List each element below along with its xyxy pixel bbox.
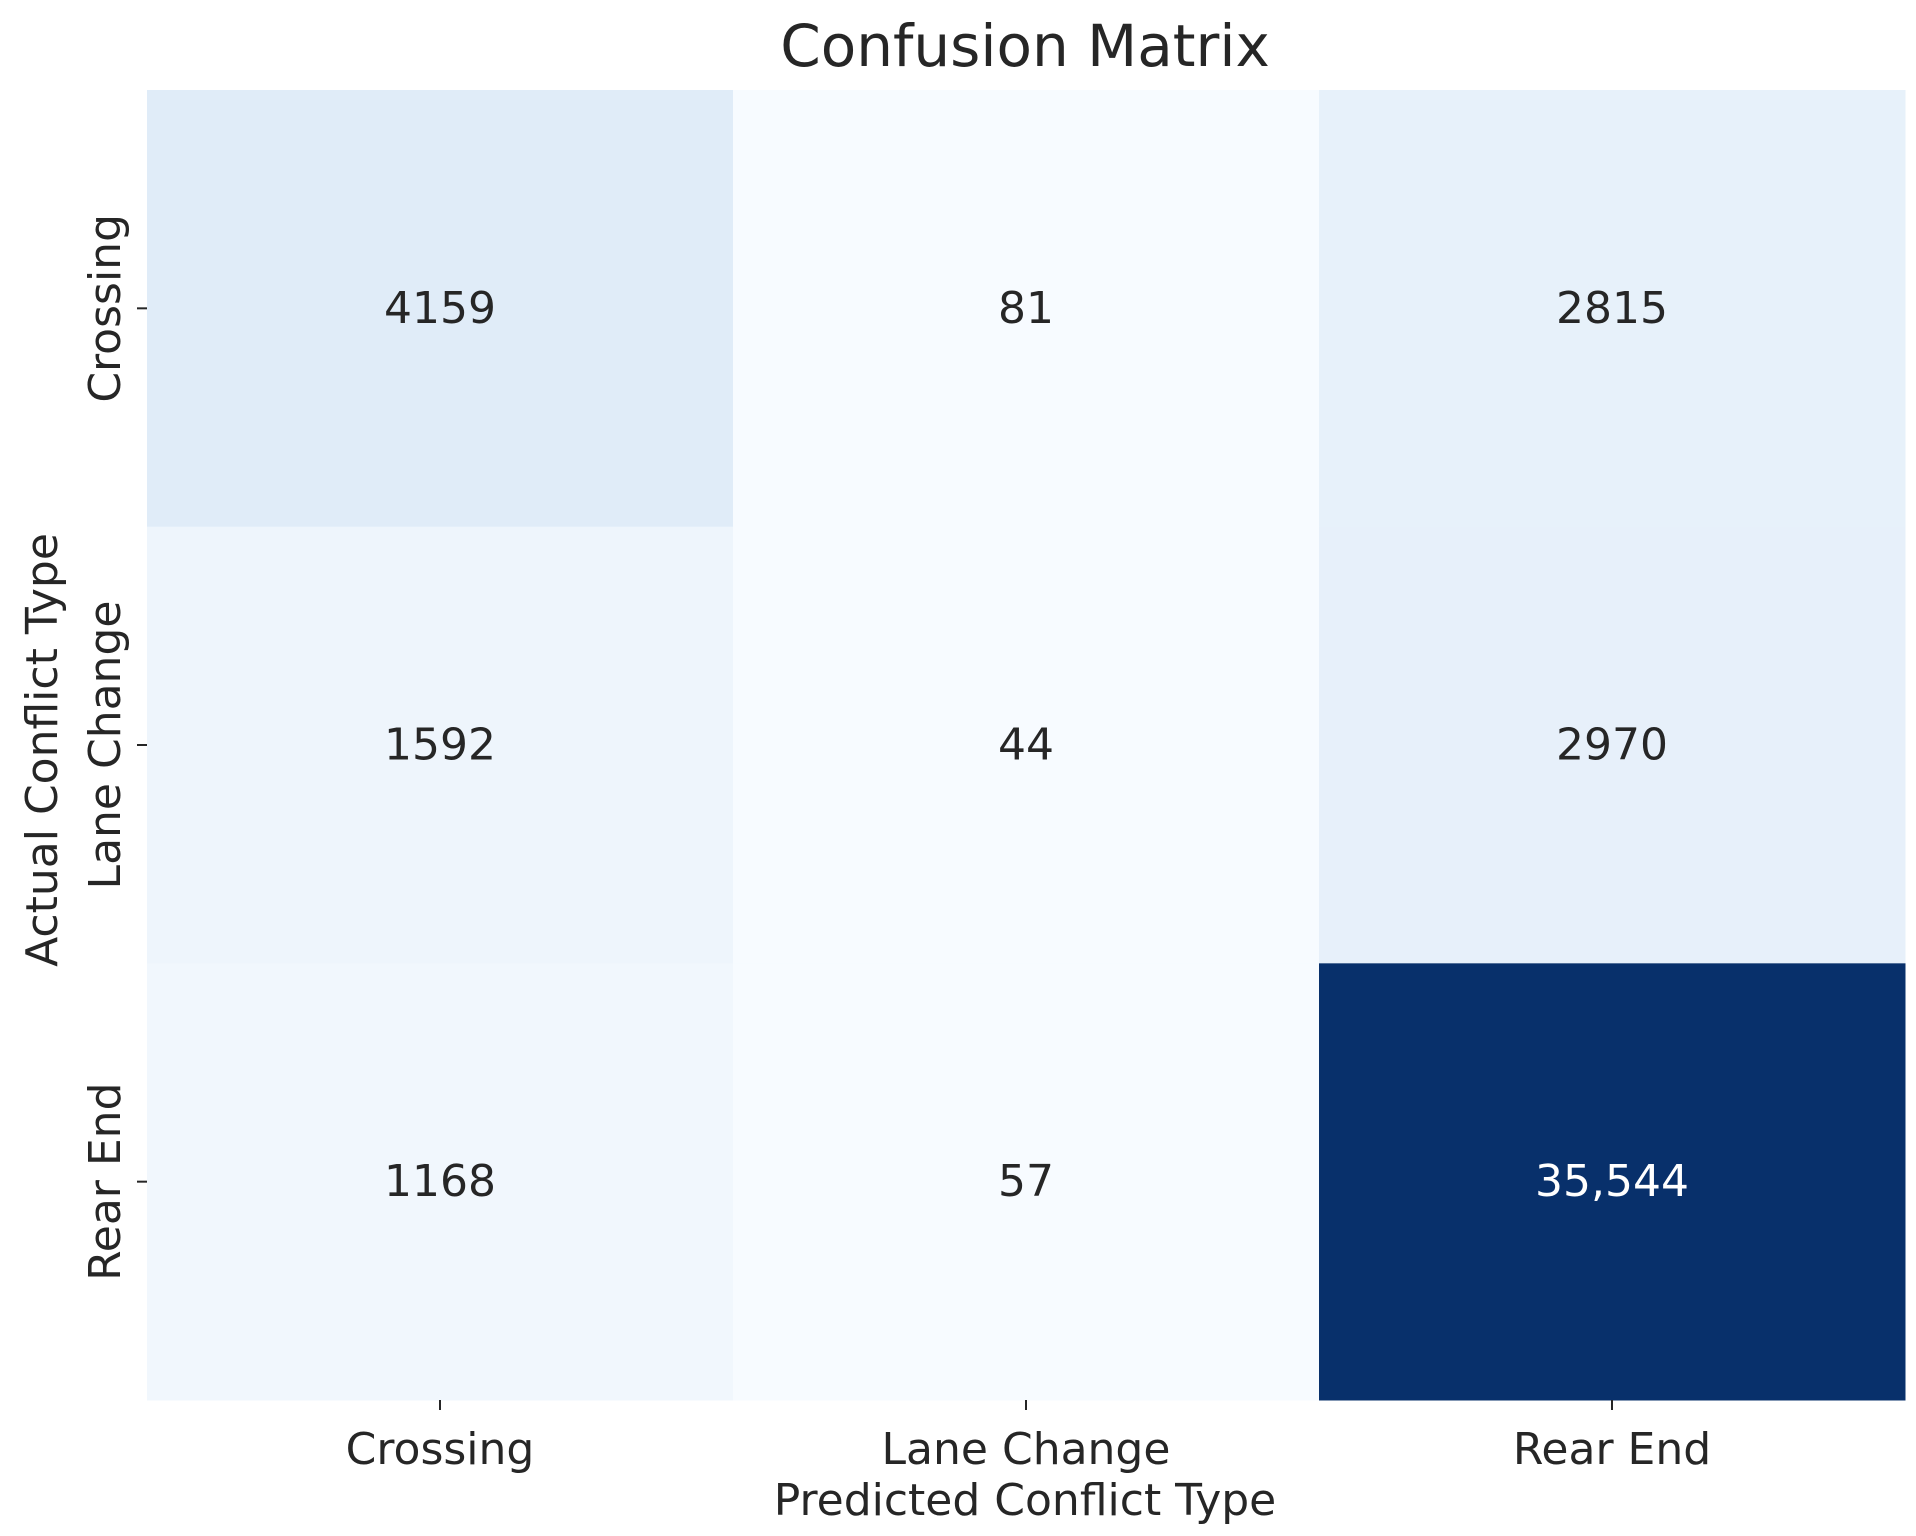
y-tick-label-rear-end: Rear End <box>80 1083 131 1281</box>
x-tick-label-crossing: Crossing <box>346 1424 535 1475</box>
heatmap-cell-lane-change-rear-end <box>1319 526 1906 964</box>
heatmap-cell-lane-change-lane-change <box>733 526 1320 964</box>
heatmap-cell-crossing-lane-change <box>733 90 1320 528</box>
heatmap-cells <box>147 90 1906 1401</box>
heatmap-cell-labels: 4159 81 2815 1592 44 2970 1168 57 35,544 <box>384 283 1689 1207</box>
heatmap-cell-rear-end-crossing <box>147 963 734 1401</box>
x-axis: Crossing Lane Change Rear End <box>346 1400 1711 1475</box>
cell-value-label-lane-change-lane-change: 44 <box>998 720 1054 771</box>
x-axis-label: Predicted Conflict Type <box>774 1475 1277 1526</box>
cell-value-label-crossing-crossing: 4159 <box>384 283 496 334</box>
heatmap-cell-crossing-crossing <box>147 90 734 528</box>
heatmap-cell-lane-change-crossing <box>147 526 734 964</box>
cell-value-label-rear-end-lane-change: 57 <box>998 1156 1054 1207</box>
y-axis-label: Actual Conflict Type <box>17 533 68 967</box>
y-tick-label-crossing: Crossing <box>80 214 131 403</box>
cell-value-label-rear-end-crossing: 1168 <box>384 1156 496 1207</box>
heatmap-cell-crossing-rear-end <box>1319 90 1906 528</box>
x-tick-label-lane-change: Lane Change <box>882 1424 1171 1475</box>
cell-value-label-crossing-lane-change: 81 <box>998 283 1054 334</box>
chart-title: Confusion Matrix <box>780 12 1270 80</box>
heatmap-cell-rear-end-rear-end <box>1319 963 1906 1401</box>
y-tick-label-lane-change: Lane Change <box>80 601 131 890</box>
cell-value-label-crossing-rear-end: 2815 <box>1556 283 1668 334</box>
heatmap-cell-rear-end-lane-change <box>733 963 1320 1401</box>
cell-value-label-lane-change-crossing: 1592 <box>384 720 496 771</box>
cell-value-label-lane-change-rear-end: 2970 <box>1556 720 1668 771</box>
x-tick-label-rear-end: Rear End <box>1513 1424 1711 1475</box>
cell-value-label-rear-end-rear-end: 35,544 <box>1535 1156 1689 1207</box>
y-axis: Crossing Lane Change Rear End <box>80 214 147 1281</box>
